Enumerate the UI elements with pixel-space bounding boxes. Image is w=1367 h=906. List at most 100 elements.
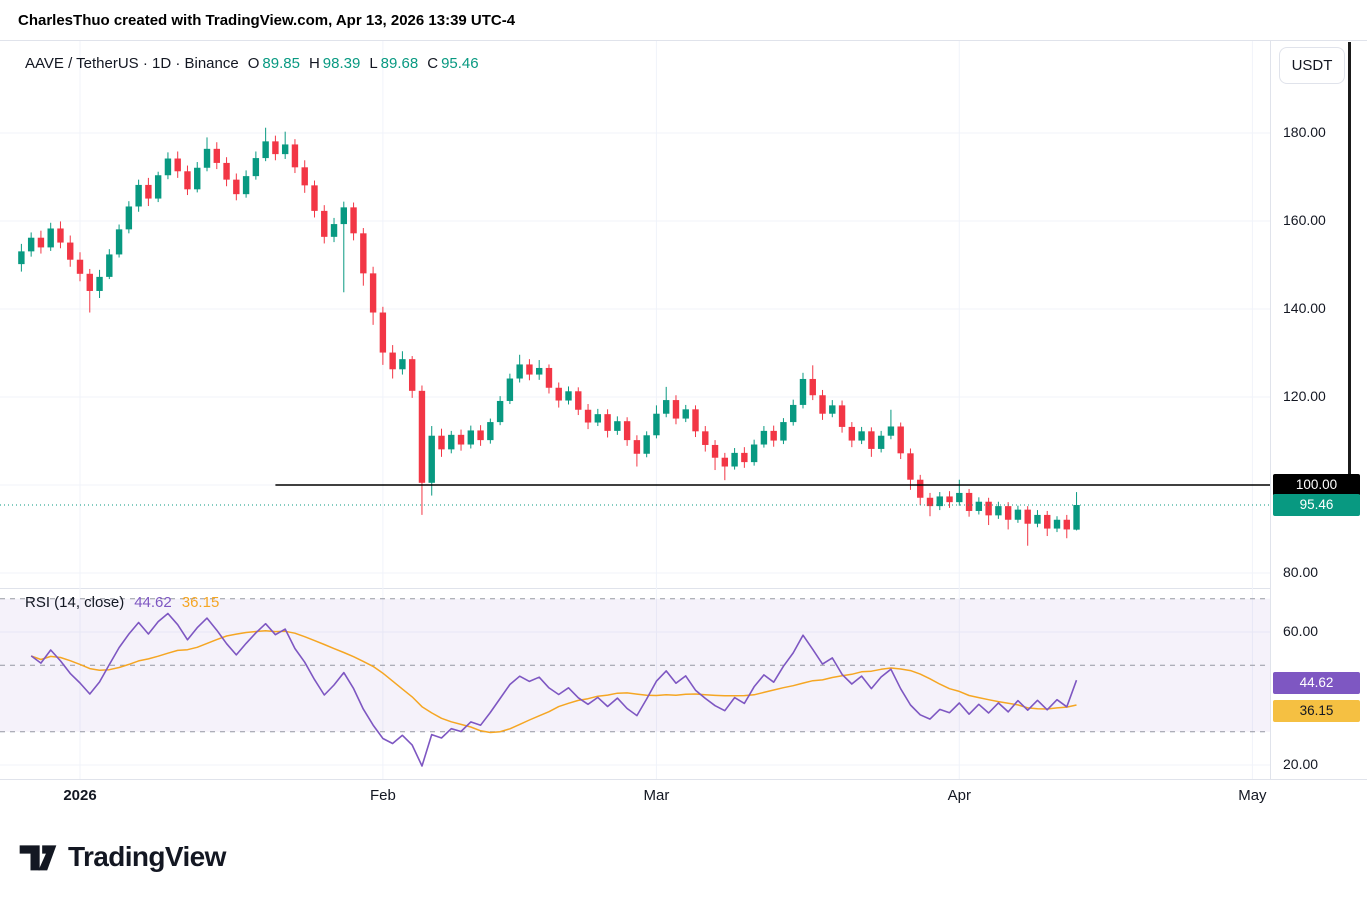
candle-body: [164, 158, 172, 176]
candle-body: [917, 479, 924, 498]
candle-body: [936, 496, 943, 507]
candle-body: [457, 434, 465, 445]
candle-body: [672, 400, 680, 419]
candle-body: [233, 179, 240, 195]
candle-body: [106, 254, 113, 277]
candle-body: [252, 158, 260, 177]
tradingview-logo-icon: [19, 845, 57, 871]
candle-body: [125, 206, 133, 230]
candle-body: [956, 492, 963, 503]
candle-body: [663, 400, 670, 414]
candle-body: [418, 390, 426, 483]
candle-body: [27, 237, 35, 252]
candle-body: [174, 158, 181, 172]
candle-body: [711, 444, 719, 458]
candle-body: [721, 457, 729, 467]
rsi-ma-line: [30, 630, 1077, 734]
candle-body: [545, 367, 553, 388]
candle-body: [555, 387, 562, 401]
candle-body: [1024, 509, 1031, 524]
candle-body: [135, 184, 142, 207]
candle-body: [496, 400, 504, 423]
candle-body: [633, 440, 641, 454]
candle-body: [281, 144, 289, 155]
candle-body: [408, 359, 416, 391]
candle-body: [877, 435, 885, 449]
candle-body: [438, 435, 445, 450]
candle-body: [731, 452, 738, 467]
candle-body: [194, 167, 201, 190]
candle-body: [145, 184, 152, 199]
candle-body: [291, 144, 299, 168]
candle-body: [203, 148, 211, 168]
candle-body: [575, 391, 582, 410]
candle-body: [868, 431, 875, 449]
tradingview-logo-text[interactable]: TradingView: [68, 841, 226, 872]
candle-body: [448, 434, 455, 450]
candle-body: [467, 430, 475, 445]
candle-body: [604, 414, 611, 431]
currency-toggle-button[interactable]: USDT: [1279, 47, 1345, 84]
candle-body: [985, 501, 992, 516]
candle-body: [369, 273, 377, 313]
candle-body: [819, 395, 826, 414]
candle-body: [584, 409, 592, 423]
candle-body: [350, 207, 357, 234]
candle-body: [487, 422, 494, 441]
candle-body: [379, 312, 387, 353]
candle-body: [67, 242, 74, 260]
candle-body: [223, 162, 230, 180]
rsi-line: [30, 612, 1078, 767]
candle-body: [995, 506, 1002, 516]
candle-body: [750, 444, 758, 463]
candle-body: [790, 404, 797, 423]
candle-body: [399, 359, 406, 370]
candle-body: [184, 171, 191, 190]
candle-body: [614, 421, 621, 431]
candle-body: [838, 405, 846, 427]
candle-body: [76, 259, 84, 274]
candle-body: [848, 426, 856, 441]
candle-body: [926, 497, 934, 507]
candle-body: [535, 367, 543, 375]
candle-body: [47, 228, 54, 248]
candle-body: [213, 148, 220, 163]
candle-body: [829, 405, 836, 414]
candle-body: [1044, 514, 1051, 529]
candle-body: [643, 435, 650, 454]
candle-body: [57, 228, 64, 243]
candle-body: [946, 496, 953, 503]
candle-body: [1014, 509, 1022, 520]
candle-body: [428, 435, 435, 483]
candle-body: [1063, 519, 1070, 530]
candle-body: [506, 378, 514, 401]
candle-body: [389, 352, 396, 370]
candle-body: [96, 276, 103, 291]
candle-body: [330, 224, 338, 237]
candle-body: [692, 409, 699, 432]
candle-body: [477, 430, 484, 441]
candle-body: [741, 452, 748, 463]
candle-body: [1004, 506, 1012, 520]
candle-body: [1034, 514, 1041, 524]
candle-body: [516, 364, 523, 379]
candle-body: [115, 229, 123, 255]
candle-body: [1053, 519, 1061, 529]
candle-body: [965, 492, 973, 511]
candle-body: [760, 430, 768, 445]
candle-body: [272, 141, 279, 155]
candle-body: [321, 210, 328, 237]
candle-body: [37, 237, 45, 248]
candle-body: [242, 176, 250, 195]
candle-body: [702, 431, 709, 445]
candle-body: [594, 414, 602, 423]
candle-body: [340, 207, 347, 225]
candle-body: [975, 501, 983, 511]
candle-body: [301, 167, 308, 186]
candle-body: [18, 251, 25, 265]
tradingview-logo: TradingView: [18, 840, 226, 874]
candle-body: [858, 431, 865, 441]
candle-body: [154, 175, 162, 199]
candle-body: [1073, 504, 1080, 530]
